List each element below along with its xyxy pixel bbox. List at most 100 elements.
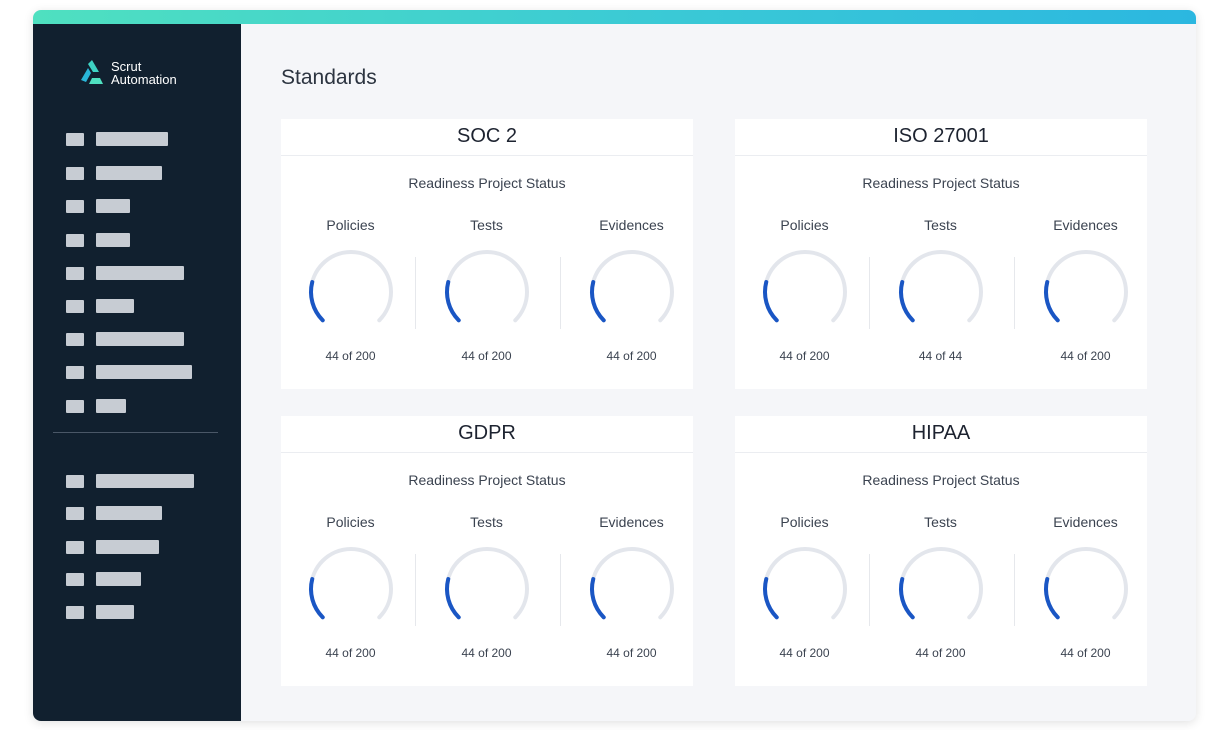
nav-placeholder-icon xyxy=(66,299,84,313)
gauge-track xyxy=(308,249,393,323)
sidebar-item[interactable] xyxy=(66,266,184,280)
gauge-track xyxy=(898,546,983,620)
sidebar-item-label-placeholder xyxy=(96,166,162,180)
metric-label: Policies xyxy=(326,514,375,530)
scrut-logo-icon xyxy=(81,60,103,84)
metric-evidences[interactable]: Evidences 44 of 200 xyxy=(563,514,700,660)
sidebar-item[interactable] xyxy=(66,332,184,346)
progress-gauge xyxy=(444,249,529,323)
metrics-row: Policies 44 of 200 Tests 44 of 200 Evide… xyxy=(281,514,693,674)
metric-value: 44 of 200 xyxy=(779,349,830,363)
standard-card[interactable]: SOC 2 Readiness Project Status Policies … xyxy=(281,119,693,389)
sidebar-item[interactable] xyxy=(66,399,126,413)
metric-label: Policies xyxy=(326,217,375,233)
metric-separator xyxy=(415,257,416,329)
sidebar-item[interactable] xyxy=(66,474,194,488)
gauge-track xyxy=(589,546,674,620)
metric-evidences[interactable]: Evidences 44 of 200 xyxy=(563,217,700,363)
page-title: Standards xyxy=(281,66,377,89)
card-subtitle: Readiness Project Status xyxy=(408,472,566,488)
sidebar: Scrut Automation xyxy=(33,24,241,721)
metric-value: 44 of 200 xyxy=(915,646,966,660)
gauge-track xyxy=(444,546,529,620)
nav-placeholder-icon xyxy=(66,332,84,346)
sidebar-item-label-placeholder xyxy=(96,474,194,488)
gauge-fill xyxy=(308,280,325,323)
sidebar-item[interactable] xyxy=(66,506,162,520)
progress-gauge xyxy=(308,249,393,323)
metric-label: Evidences xyxy=(1053,217,1118,233)
metrics-row: Policies 44 of 200 Tests 44 of 200 Evide… xyxy=(281,217,693,377)
nav-placeholder-icon xyxy=(66,233,84,247)
metric-value: 44 of 200 xyxy=(606,646,657,660)
nav-placeholder-icon xyxy=(66,399,84,413)
metric-value: 44 of 200 xyxy=(325,349,376,363)
sidebar-item[interactable] xyxy=(66,540,159,554)
metric-separator xyxy=(869,554,870,626)
standard-card[interactable]: ISO 27001 Readiness Project Status Polic… xyxy=(735,119,1147,389)
sidebar-item-label-placeholder xyxy=(96,299,134,313)
sidebar-item-label-placeholder xyxy=(96,605,134,619)
metric-tests[interactable]: Tests 44 of 200 xyxy=(418,514,555,660)
nav-placeholder-icon xyxy=(66,266,84,280)
sidebar-item[interactable] xyxy=(66,605,134,619)
metric-label: Tests xyxy=(924,514,957,530)
sidebar-item[interactable] xyxy=(66,572,141,586)
nav-placeholder-icon xyxy=(66,605,84,619)
sidebar-item-label-placeholder xyxy=(96,540,159,554)
gauge-track xyxy=(308,546,393,620)
sidebar-item[interactable] xyxy=(66,299,134,313)
progress-gauge xyxy=(589,546,674,620)
sidebar-divider xyxy=(53,432,218,433)
metric-policies[interactable]: Policies 44 of 200 xyxy=(736,514,873,660)
metric-label: Tests xyxy=(470,514,503,530)
metric-separator xyxy=(1014,257,1015,329)
progress-gauge xyxy=(898,546,983,620)
sidebar-item-label-placeholder xyxy=(96,199,130,213)
card-subtitle: Readiness Project Status xyxy=(862,175,1020,191)
app-window: Scrut Automation xyxy=(33,10,1196,721)
standard-card[interactable]: GDPR Readiness Project Status Policies 4… xyxy=(281,416,693,686)
metric-tests[interactable]: Tests 44 of 200 xyxy=(872,514,1009,660)
metric-policies[interactable]: Policies 44 of 200 xyxy=(282,217,419,363)
metric-value: 44 of 200 xyxy=(606,349,657,363)
sidebar-item-label-placeholder xyxy=(96,506,162,520)
progress-gauge xyxy=(1043,249,1128,323)
sidebar-item-label-placeholder xyxy=(96,572,141,586)
metric-separator xyxy=(415,554,416,626)
nav-placeholder-icon xyxy=(66,166,84,180)
metric-separator xyxy=(560,257,561,329)
gauge-track xyxy=(898,249,983,323)
sidebar-item-label-placeholder xyxy=(96,332,184,346)
nav-placeholder-icon xyxy=(66,199,84,213)
sidebar-item[interactable] xyxy=(66,365,192,379)
gauge-fill xyxy=(1043,280,1060,323)
nav-placeholder-icon xyxy=(66,474,84,488)
metric-value: 44 of 200 xyxy=(461,646,512,660)
metric-policies[interactable]: Policies 44 of 200 xyxy=(736,217,873,363)
sidebar-item[interactable] xyxy=(66,132,168,146)
sidebar-item-label-placeholder xyxy=(96,266,184,280)
metric-label: Policies xyxy=(780,514,829,530)
metric-value: 44 of 200 xyxy=(1060,646,1111,660)
brand-name: Scrut Automation xyxy=(111,60,177,86)
sidebar-item[interactable] xyxy=(66,166,162,180)
progress-gauge xyxy=(444,546,529,620)
sidebar-item[interactable] xyxy=(66,233,130,247)
metric-tests[interactable]: Tests 44 of 200 xyxy=(418,217,555,363)
metric-evidences[interactable]: Evidences 44 of 200 xyxy=(1017,514,1154,660)
metric-policies[interactable]: Policies 44 of 200 xyxy=(282,514,419,660)
progress-gauge xyxy=(762,546,847,620)
metric-evidences[interactable]: Evidences 44 of 200 xyxy=(1017,217,1154,363)
metric-value: 44 of 44 xyxy=(918,349,963,363)
sidebar-item[interactable] xyxy=(66,199,130,213)
sidebar-item-label-placeholder xyxy=(96,233,130,247)
metric-value: 44 of 200 xyxy=(461,349,512,363)
standard-card[interactable]: HIPAA Readiness Project Status Policies … xyxy=(735,416,1147,686)
card-title: HIPAA xyxy=(735,416,1147,453)
gauge-fill xyxy=(589,280,606,323)
brand-logo[interactable]: Scrut Automation xyxy=(79,58,177,88)
nav-placeholder-icon xyxy=(66,572,84,586)
metric-tests[interactable]: Tests 44 of 44 xyxy=(872,217,1009,363)
card-title: SOC 2 xyxy=(281,119,693,156)
